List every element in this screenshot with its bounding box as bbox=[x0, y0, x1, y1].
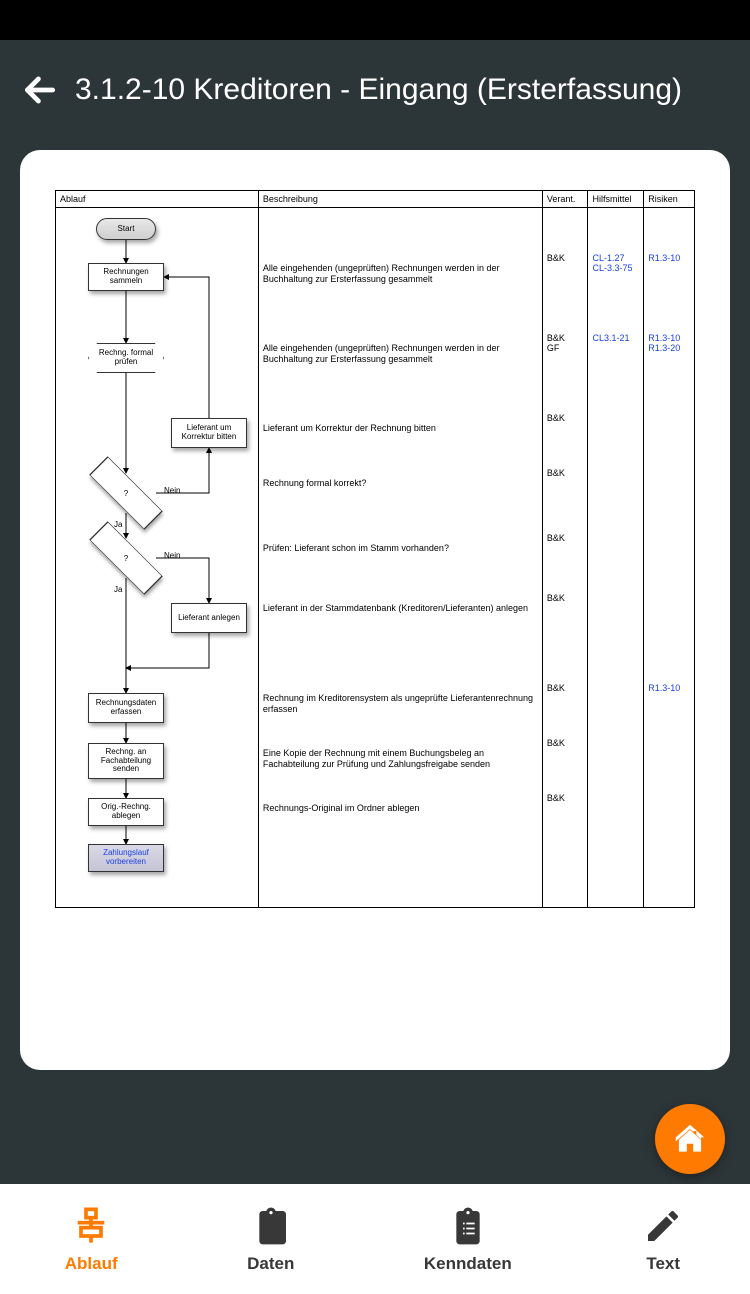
process-table: Ablauf Beschreibung Verant. Hilfsmittel … bbox=[55, 190, 695, 908]
edge-label: Ja bbox=[114, 585, 122, 594]
flowchart-cell: Start Rechnungen sammeln Rechng. formal pr… bbox=[56, 208, 259, 908]
flow-node-sammeln: Rechnungen sammeln bbox=[88, 263, 164, 291]
row-desc: Lieferant um Korrektur der Rechnung bitt… bbox=[263, 423, 538, 434]
nav-label: Ablauf bbox=[65, 1254, 118, 1274]
bottom-nav: Ablauf Daten Kenndaten Text bbox=[0, 1184, 750, 1294]
row-desc: Rechnungs-Original im Ordner ablegen bbox=[263, 803, 538, 814]
row-desc: Prüfen: Lieferant schon im Stamm vorhand… bbox=[263, 543, 538, 554]
row-hilf[interactable]: CL3.1-21 bbox=[592, 333, 629, 343]
clipboard-list-icon bbox=[446, 1204, 490, 1248]
nav-label: Text bbox=[646, 1254, 680, 1274]
flow-node-zahlung[interactable]: Zahlungslauf vorbereiten bbox=[88, 844, 164, 872]
row-verant: B&K bbox=[547, 413, 565, 423]
row-desc: Rechnung formal korrekt? bbox=[263, 478, 538, 489]
table-header-row: Ablauf Beschreibung Verant. Hilfsmittel … bbox=[56, 191, 695, 208]
col-header-desc: Beschreibung bbox=[258, 191, 542, 208]
flow-node-pruefen: Rechng. formal prüfen bbox=[88, 343, 164, 373]
edge-label: Nein bbox=[164, 486, 180, 495]
row-verant: B&K GF bbox=[547, 333, 565, 353]
row-verant: B&K bbox=[547, 468, 565, 478]
row-desc: Alle eingehenden (ungeprüften) Rechnunge… bbox=[263, 343, 538, 366]
row-verant: B&K bbox=[547, 738, 565, 748]
flow-node-ablegen: Orig.-Rechng. ablegen bbox=[88, 798, 164, 826]
edge-label: Nein bbox=[164, 551, 180, 560]
nav-daten[interactable]: Daten bbox=[247, 1204, 294, 1274]
nav-label: Daten bbox=[247, 1254, 294, 1274]
flow-node-start: Start bbox=[96, 218, 156, 240]
edge-label: Ja bbox=[114, 520, 122, 529]
flow-node-senden: Rechng. an Fachabteilung senden bbox=[88, 743, 164, 779]
home-fab[interactable] bbox=[655, 1104, 725, 1174]
row-desc: Alle eingehenden (ungeprüften) Rechnunge… bbox=[263, 263, 538, 286]
risk-cell: R1.3-10 R1.3-10R1.3-20 R1.3-10 bbox=[644, 208, 695, 908]
flow-node-anlegen: Lieferant anlegen bbox=[171, 603, 247, 633]
page-title: 3.1.2-10 Kreditoren - Eingang (Ersterfas… bbox=[75, 73, 682, 107]
flow-node-d1: ? bbox=[96, 473, 156, 513]
row-verant: B&K bbox=[547, 533, 565, 543]
status-bar bbox=[0, 0, 750, 40]
row-desc: Eine Kopie der Rechnung mit einem Buchun… bbox=[263, 748, 538, 771]
row-risk[interactable]: R1.3-10R1.3-20 bbox=[648, 333, 680, 353]
flow-node-d2: ? bbox=[96, 538, 156, 578]
clipboard-icon bbox=[249, 1204, 293, 1248]
row-desc: Rechnung im Kreditorensystem als ungeprü… bbox=[263, 693, 538, 716]
col-header-flow: Ablauf bbox=[56, 191, 259, 208]
nav-kenndaten[interactable]: Kenndaten bbox=[424, 1204, 512, 1274]
flowchart-icon bbox=[69, 1204, 113, 1248]
col-header-risk: Risiken bbox=[644, 191, 695, 208]
row-hilf[interactable]: CL-1.27CL-3.3-75 bbox=[592, 253, 632, 273]
row-risk[interactable]: R1.3-10 bbox=[648, 683, 680, 693]
flow-node-erfassen: Rechnungsdaten erfassen bbox=[88, 693, 164, 723]
row-verant: B&K bbox=[547, 683, 565, 693]
nav-label: Kenndaten bbox=[424, 1254, 512, 1274]
nav-text[interactable]: Text bbox=[641, 1204, 685, 1274]
header: 3.1.2-10 Kreditoren - Eingang (Ersterfas… bbox=[0, 40, 750, 140]
pencil-icon bbox=[641, 1204, 685, 1248]
row-verant: B&K bbox=[547, 793, 565, 803]
row-desc: Lieferant in der Stammdatenbank (Kredito… bbox=[263, 603, 538, 614]
row-verant: B&K bbox=[547, 593, 565, 603]
desc-cell: Alle eingehenden (ungeprüften) Rechnunge… bbox=[258, 208, 542, 908]
row-verant: B&K bbox=[547, 253, 565, 263]
back-button[interactable] bbox=[20, 70, 60, 110]
nav-ablauf[interactable]: Ablauf bbox=[65, 1204, 118, 1274]
verant-cell: B&K B&K GF B&K B&K B&K B&K B&K B&K B&K bbox=[542, 208, 588, 908]
document-card: Ablauf Beschreibung Verant. Hilfsmittel … bbox=[20, 150, 730, 1070]
col-header-hilf: Hilfsmittel bbox=[588, 191, 644, 208]
col-header-verant: Verant. bbox=[542, 191, 588, 208]
flow-node-korr: Lieferant um Korrektur bitten bbox=[171, 418, 247, 448]
row-risk[interactable]: R1.3-10 bbox=[648, 253, 680, 263]
hilf-cell: CL-1.27CL-3.3-75 CL3.1-21 bbox=[588, 208, 644, 908]
